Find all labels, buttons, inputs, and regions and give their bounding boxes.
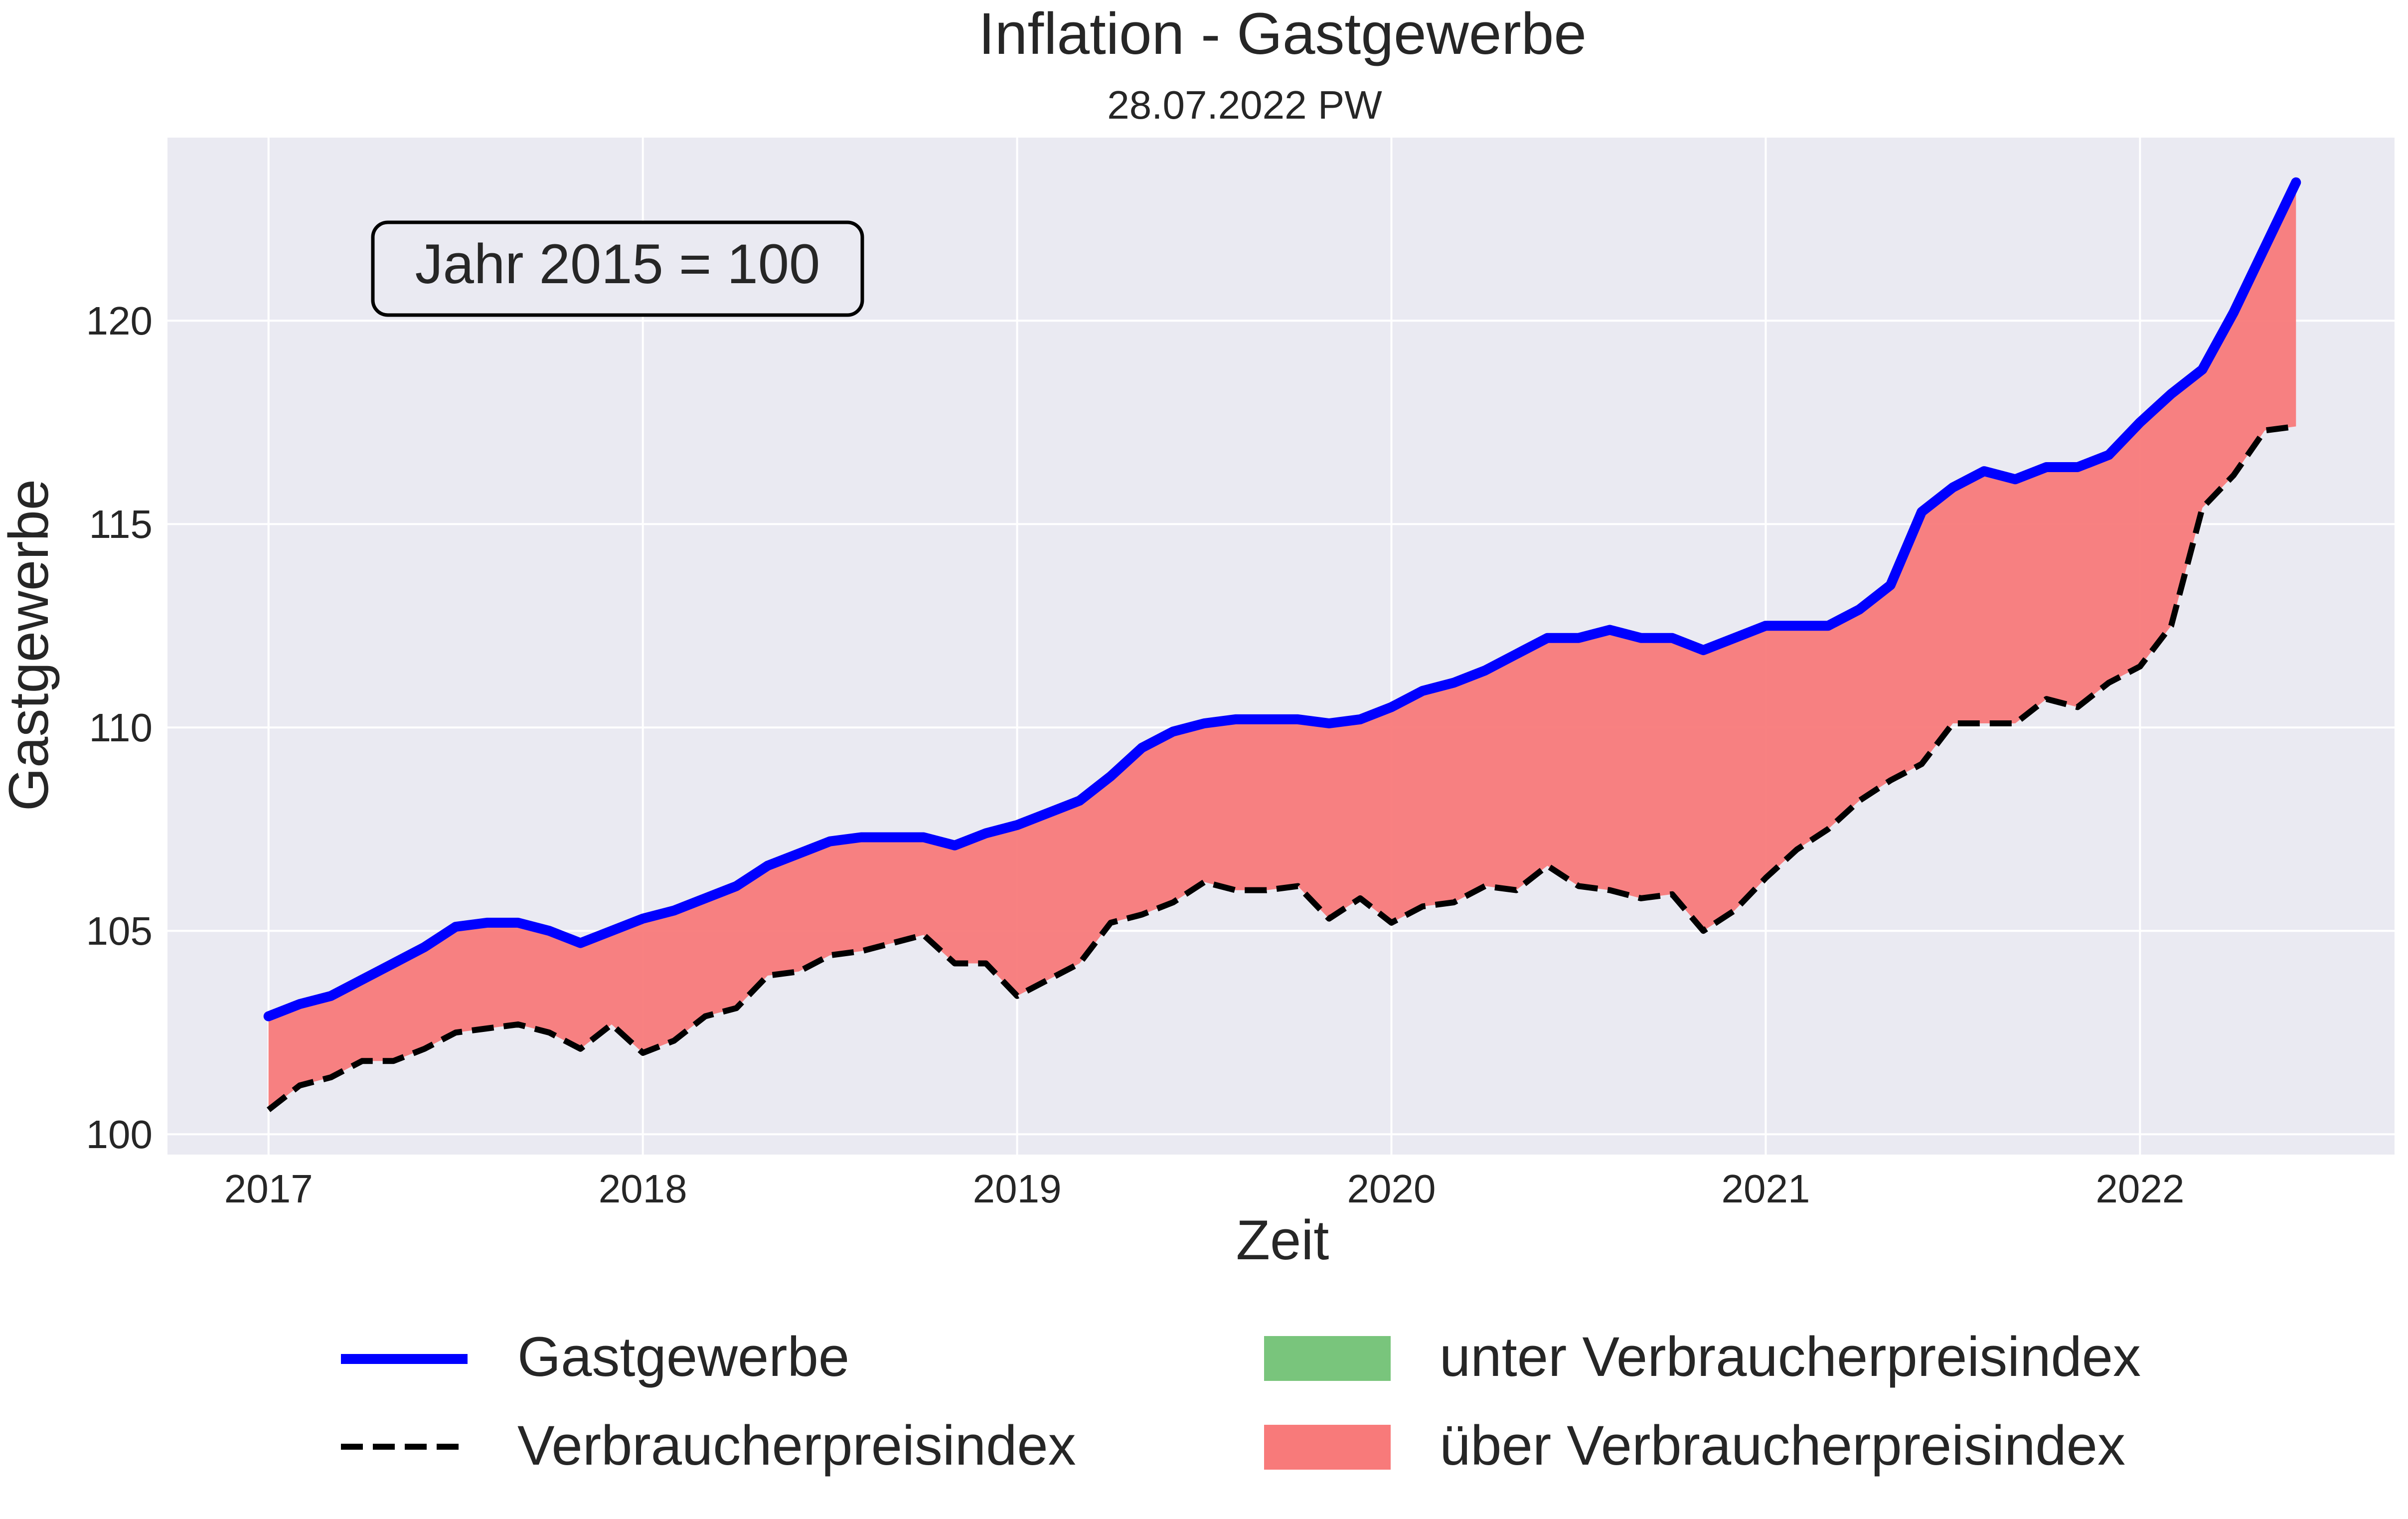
annotation-text: Jahr 2015 = 100 [415,233,820,295]
x-axis-label: Zeit [1236,1209,1329,1271]
line-verbraucherpreisindex [267,423,2297,1112]
legend-swatch-unter [1264,1336,1391,1381]
x-tick-label-2020: 2020 [1347,1167,1436,1211]
chart-subtitle: 28.07.2022 PW [1107,83,1382,127]
x-tick-label-2022: 2022 [2095,1167,2184,1211]
y-tick-label-115: 115 [89,502,153,546]
series-lines [263,177,2301,1112]
x-tick-label-2017: 2017 [224,1167,313,1211]
x-tick-labels: 2017 2018 2019 2020 2021 2022 [224,1167,2185,1211]
line-gastgewerbe [263,177,2301,1021]
y-tick-label-100: 100 [86,1112,153,1157]
y-tick-label-120: 120 [86,299,153,343]
legend-label-gastgewerbe: Gastgewerbe [517,1326,849,1388]
legend-label-ueber: über Verbraucherpreisindex [1440,1414,2125,1477]
legend: Gastgewerbe Verbraucherpreisindex unter … [341,1326,2141,1477]
y-axis-label: Gastgewerbe [0,479,60,811]
legend-label-unter: unter Verbraucherpreisindex [1440,1326,2141,1388]
y-tick-label-110: 110 [89,705,153,750]
fill-ueber-verbraucherpreisindex [268,182,2296,1110]
x-tick-label-2021: 2021 [1721,1167,1810,1211]
y-tick-labels: 100 105 110 115 120 [86,299,153,1157]
chart-title: Inflation - Gastgewerbe [978,1,1587,67]
x-tick-label-2019: 2019 [973,1167,1062,1211]
annotation-frame [371,220,864,317]
x-tick-label-2018: 2018 [599,1167,687,1211]
y-tick-label-105: 105 [86,909,153,953]
legend-swatch-ueber [1264,1425,1391,1470]
fill-area [268,182,2296,1110]
annotation-box: Jahr 2015 = 100 [371,220,864,317]
legend-label-verbraucherpreisindex: Verbraucherpreisindex [517,1414,1076,1477]
